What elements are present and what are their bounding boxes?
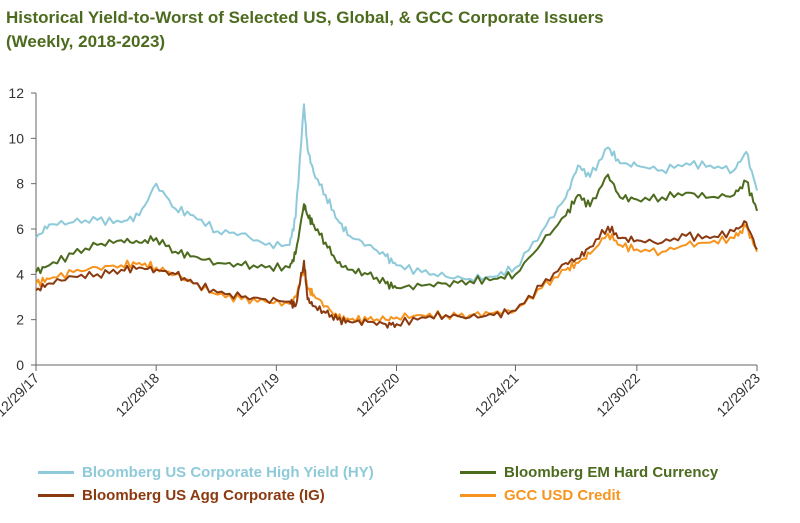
legend-swatch-em [460, 471, 496, 474]
x-tick-label: 12/25/20 [353, 370, 403, 420]
x-tick-label: 12/29/23 [713, 370, 763, 420]
y-tick-label: 8 [16, 176, 24, 192]
y-tick-label: 2 [16, 312, 24, 328]
x-tick-label: 12/29/17 [0, 370, 42, 420]
chart-title: Historical Yield-to-Worst of Selected US… [6, 6, 604, 54]
y-tick-label: 0 [16, 357, 24, 373]
legend-label-gcc: GCC USD Credit [504, 487, 621, 504]
x-tick-label: 12/24/21 [472, 370, 522, 420]
y-tick-label: 4 [16, 266, 24, 282]
legend-swatch-hy [38, 471, 74, 474]
legend-label-hy: Bloomberg US Corporate High Yield (HY) [82, 464, 374, 481]
x-tick-label: 12/28/18 [112, 370, 162, 420]
legend-swatch-gcc [460, 494, 496, 497]
chart-title-line-1: Historical Yield-to-Worst of Selected US… [6, 8, 604, 27]
legend-swatch-ig [38, 494, 74, 497]
series-line-hy [35, 103, 758, 283]
series-line-gcc [35, 223, 758, 325]
legend-item-ig: Bloomberg US Agg Corporate (IG) [38, 487, 325, 504]
x-tick-label: 12/30/22 [593, 370, 643, 420]
legend-item-em: Bloomberg EM Hard Currency [460, 464, 718, 481]
y-tick-label: 10 [8, 130, 24, 146]
legend-label-em: Bloomberg EM Hard Currency [504, 464, 719, 481]
y-tick-label: 12 [8, 85, 24, 101]
x-tick-label: 12/27/19 [233, 370, 283, 420]
legend-item-hy: Bloomberg US Corporate High Yield (HY) [38, 464, 374, 481]
chart-title-line-2: (Weekly, 2018-2023) [6, 32, 166, 51]
y-tick-label: 6 [16, 221, 24, 237]
legend-item-gcc: GCC USD Credit [460, 487, 621, 504]
series-line-ig [35, 220, 758, 329]
legend-label-ig: Bloomberg US Agg Corporate (IG) [82, 487, 325, 504]
series-line-em [35, 173, 758, 291]
